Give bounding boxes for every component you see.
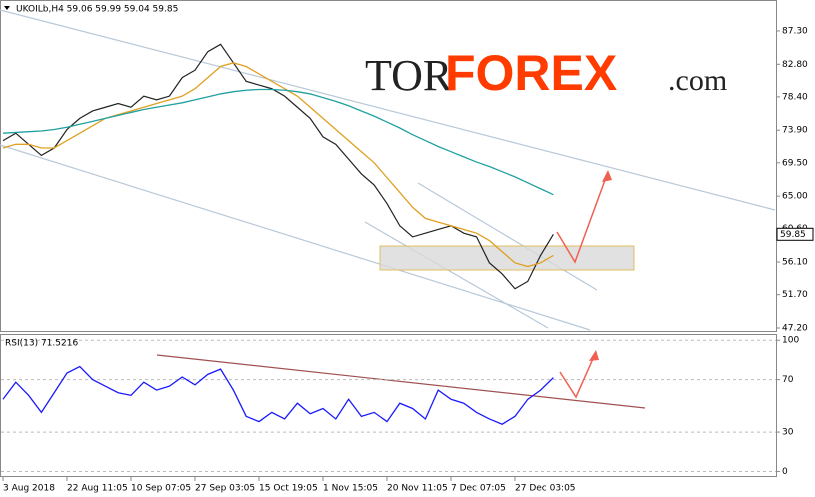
x-tick-label: 15 Oct 19:05 bbox=[259, 484, 318, 494]
x-tick-label: 10 Sep 07:05 bbox=[131, 484, 191, 494]
x-tick-label: 22 Aug 11:05 bbox=[67, 484, 128, 494]
series-line bbox=[2, 365, 554, 425]
logo-forex: FOREX bbox=[445, 45, 617, 101]
y-tick-label: 82.80 bbox=[782, 60, 808, 70]
rsi-trendline bbox=[156, 354, 646, 409]
logo-tor: TOR bbox=[365, 51, 453, 100]
rsi-plot: 100 70 30 0 bbox=[1, 336, 799, 477]
y-tick-label: 56.10 bbox=[782, 258, 808, 268]
chart-title: UKOILb,H4 59.06 59.99 59.04 59.85 bbox=[16, 5, 178, 15]
y-tick-label: 70 bbox=[782, 375, 794, 385]
main-plot: 87.3082.8078.4073.9069.5065.0060.6056.10… bbox=[2, 26, 814, 334]
series-line bbox=[2, 62, 554, 268]
x-tick-label: 27 Dec 03:05 bbox=[515, 484, 576, 494]
zone bbox=[379, 245, 635, 271]
rsi-title: RSI(13) 71.5216 bbox=[5, 339, 78, 349]
x-tick-label: 27 Sep 03:05 bbox=[195, 484, 255, 494]
x-tick-label: 3 Aug 2018 bbox=[3, 484, 55, 494]
main-panel bbox=[0, 0, 777, 332]
y-tick-label: 87.30 bbox=[782, 26, 808, 36]
forecast-arrow bbox=[556, 171, 609, 264]
y-tick-label: 65.00 bbox=[782, 192, 808, 202]
y-tick-label: 51.70 bbox=[782, 290, 808, 300]
y-tick-label: 78.40 bbox=[782, 92, 808, 102]
x-tick-label: 1 Nov 15:05 bbox=[323, 484, 378, 494]
series-line bbox=[2, 43, 554, 290]
dropdown bbox=[4, 6, 10, 10]
y-tick-label: 69.50 bbox=[782, 158, 808, 168]
price-label: 59.85 bbox=[780, 230, 806, 240]
series-line bbox=[2, 88, 554, 196]
x-tick-label: 20 Nov 11:05 bbox=[387, 484, 448, 494]
rsi-panel bbox=[0, 334, 777, 477]
x-tick-label: 7 Dec 07:05 bbox=[451, 484, 506, 494]
channel-lines bbox=[0, 9, 776, 331]
y-tick-label: 30 bbox=[782, 428, 794, 438]
y-tick-label: 73.90 bbox=[782, 126, 808, 136]
rsi-arrow bbox=[559, 351, 597, 399]
logo-com: .com bbox=[668, 64, 727, 97]
y-tick-label: 100 bbox=[782, 336, 799, 346]
arrow-head bbox=[589, 350, 599, 361]
y-tick-label: 0 bbox=[782, 467, 788, 477]
y-tick-label: 47.20 bbox=[782, 324, 808, 334]
price-marker bbox=[776, 227, 814, 241]
arrow-head bbox=[602, 170, 612, 182]
